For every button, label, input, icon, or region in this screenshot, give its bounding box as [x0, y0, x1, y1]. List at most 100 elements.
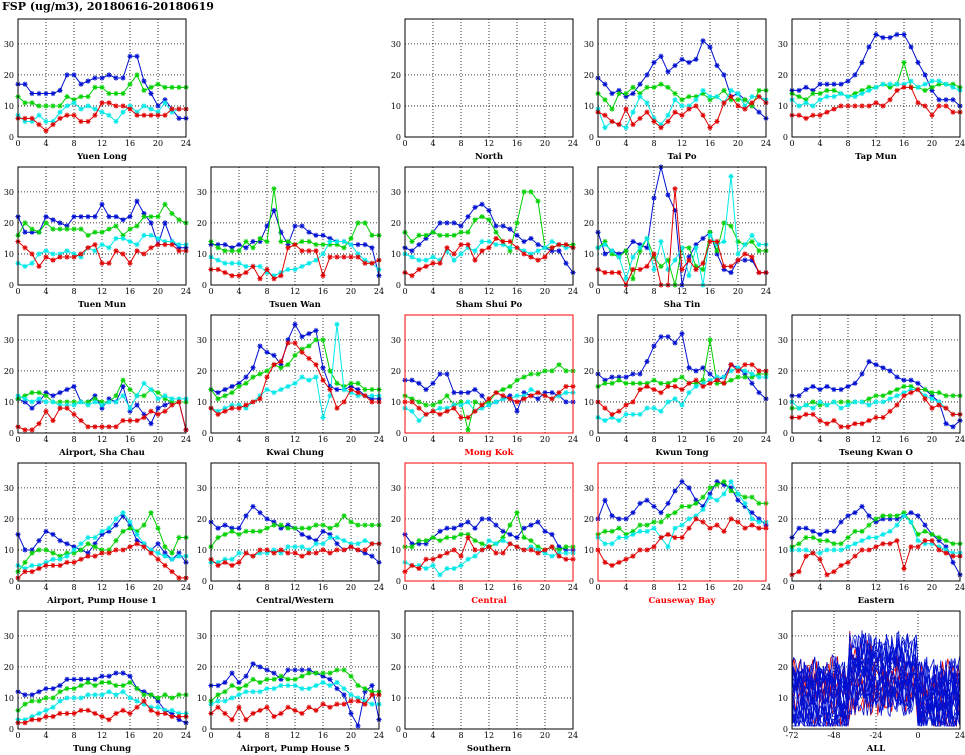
data-point-blue	[623, 94, 629, 100]
data-point-blue	[444, 525, 450, 531]
data-point-blue	[672, 207, 678, 214]
data-point-green	[320, 670, 326, 676]
data-point-cyan	[651, 405, 657, 411]
data-point-green	[71, 226, 77, 232]
data-point-red	[950, 553, 956, 559]
data-point-red	[658, 534, 664, 541]
data-point-cyan	[148, 386, 154, 393]
data-point-green	[369, 386, 375, 393]
plot-frame	[404, 462, 574, 582]
data-point-green	[901, 383, 907, 390]
data-point-cyan	[686, 390, 692, 396]
data-point-red	[113, 710, 119, 717]
data-point-red	[616, 559, 622, 565]
data-point-cyan	[50, 556, 56, 562]
data-point-cyan	[824, 94, 830, 100]
data-point-cyan	[50, 399, 56, 405]
data-point-green	[423, 538, 429, 544]
data-point-green	[327, 670, 333, 676]
data-point-green	[78, 226, 84, 232]
data-point-blue	[22, 229, 28, 235]
data-point-cyan	[943, 81, 949, 87]
data-point-cyan	[85, 402, 91, 408]
data-point-green	[479, 214, 485, 220]
data-point-blue	[542, 528, 548, 534]
data-point-red	[714, 522, 720, 528]
data-point-blue	[465, 519, 471, 525]
data-point-green	[85, 94, 91, 100]
data-point-blue	[756, 109, 762, 115]
data-point-blue	[894, 374, 900, 380]
data-point-red	[556, 242, 562, 248]
data-point-red	[549, 396, 555, 402]
y-tick-label: 20	[778, 663, 788, 672]
data-point-green	[362, 220, 368, 226]
data-point-green	[229, 528, 235, 534]
data-point-cyan	[700, 380, 706, 386]
data-point-red	[479, 547, 485, 553]
x-tick-label: 12	[677, 287, 687, 296]
data-point-green	[120, 528, 126, 534]
data-point-green	[29, 226, 35, 232]
data-point-cyan	[64, 402, 70, 408]
plot-frame	[17, 462, 187, 582]
data-point-blue	[901, 31, 907, 38]
data-point-cyan	[362, 257, 368, 263]
data-point-blue	[623, 516, 629, 522]
data-point-cyan	[99, 402, 105, 408]
data-point-green	[169, 695, 175, 701]
data-point-red	[334, 254, 340, 260]
data-point-green	[665, 513, 671, 519]
data-point-blue	[92, 393, 98, 399]
data-point-red	[700, 260, 706, 266]
data-point-blue	[451, 390, 457, 396]
y-tick-label: 20	[391, 367, 401, 376]
data-point-blue	[728, 485, 734, 491]
data-point-cyan	[169, 396, 175, 402]
data-point-green	[936, 390, 942, 396]
data-point-blue	[472, 525, 478, 531]
series-line-green	[210, 188, 379, 252]
data-point-blue	[693, 368, 699, 374]
data-point-blue	[472, 386, 478, 393]
data-point-red	[257, 707, 263, 713]
data-point-cyan	[901, 390, 907, 396]
data-point-blue	[549, 390, 555, 396]
x-tick-label: 20	[346, 435, 356, 444]
data-point-red	[313, 362, 319, 368]
data-point-green	[721, 220, 727, 226]
data-point-blue	[644, 72, 650, 78]
data-point-cyan	[348, 692, 354, 698]
data-point-red	[908, 390, 914, 396]
data-point-red	[334, 701, 340, 707]
data-point-cyan	[472, 248, 478, 254]
x-tick-label: 12	[97, 287, 107, 296]
data-point-red	[651, 386, 657, 393]
data-point-cyan	[528, 544, 534, 550]
data-point-cyan	[222, 556, 228, 562]
data-point-cyan	[479, 238, 485, 245]
x-tick-label: 4	[43, 287, 48, 296]
data-point-blue	[416, 541, 422, 547]
data-point-cyan	[644, 235, 650, 242]
data-point-blue	[658, 510, 664, 516]
data-point-green	[50, 103, 56, 109]
data-point-blue	[264, 349, 270, 355]
data-point-green	[915, 531, 921, 538]
data-point-green	[700, 494, 706, 500]
data-point-cyan	[257, 689, 263, 695]
data-point-green	[355, 220, 361, 226]
y-tick-label: 0	[589, 281, 594, 290]
data-point-green	[162, 201, 168, 207]
data-point-green	[609, 528, 615, 534]
data-point-green	[824, 87, 830, 94]
y-tick-label: 30	[4, 484, 14, 493]
data-point-blue	[250, 365, 256, 371]
y-tick-label: 20	[584, 71, 594, 80]
data-point-cyan	[929, 541, 935, 547]
x-tick-label: 0	[208, 435, 213, 444]
data-point-blue	[155, 103, 161, 109]
data-point-red	[672, 186, 678, 192]
data-point-red	[120, 103, 126, 109]
data-point-green	[155, 525, 161, 531]
